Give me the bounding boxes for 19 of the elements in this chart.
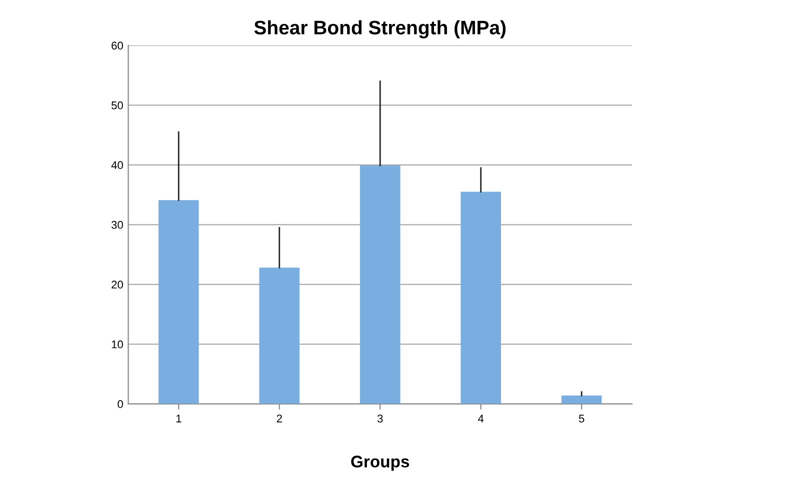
y-tick-label: 0 xyxy=(118,400,123,408)
bar xyxy=(158,200,199,404)
x-tick-label: 5 xyxy=(578,414,584,422)
y-tick-label: 10 xyxy=(112,340,123,348)
bar xyxy=(259,268,300,404)
bar xyxy=(360,166,400,404)
chart-title: Shear Bond Strength (MPa) xyxy=(254,20,506,38)
x-tick-label: 3 xyxy=(377,414,383,422)
bar xyxy=(561,396,602,404)
bar xyxy=(460,192,502,404)
x-axis-title: Groups xyxy=(351,456,410,471)
y-tick-label: 20 xyxy=(112,280,123,289)
y-tick-label: 50 xyxy=(112,101,123,110)
x-tick-label: 2 xyxy=(276,414,282,422)
x-tick-label: 4 xyxy=(478,414,484,422)
y-tick-label: 30 xyxy=(111,220,123,229)
x-tick-label: 1 xyxy=(176,414,182,422)
y-tick-label: 60 xyxy=(112,42,123,50)
y-tick-label: 40 xyxy=(111,161,123,170)
